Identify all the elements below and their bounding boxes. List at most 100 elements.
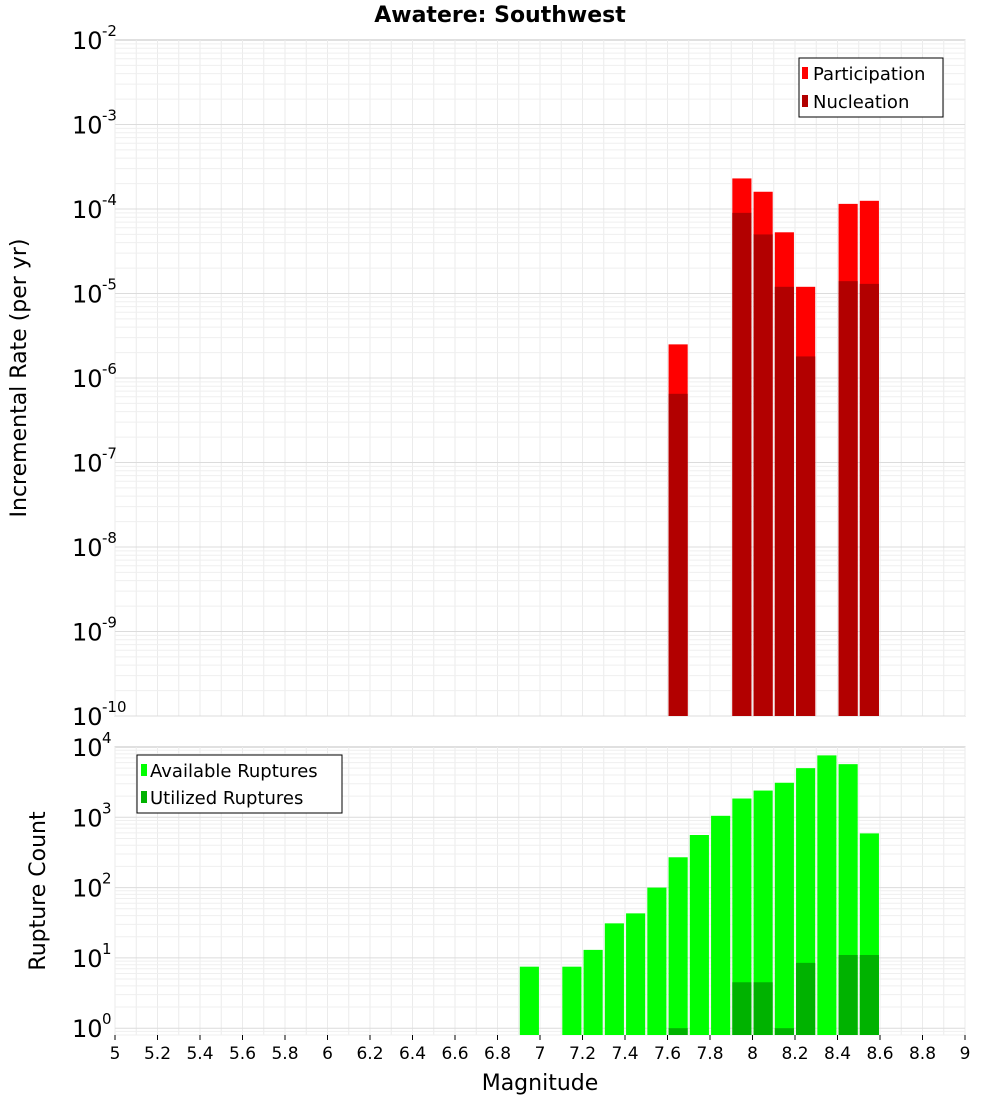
rate-bar-nucleation (668, 393, 688, 716)
utilized-legend-label: Utilized Ruptures (150, 788, 303, 809)
y-tick-exponent: -4 (102, 191, 117, 209)
count-bar-available-ruptures (711, 815, 731, 1035)
x-tick-label: 7.2 (569, 1044, 596, 1064)
x-tick-label: 7.6 (654, 1044, 681, 1064)
x-tick-label: 8.6 (866, 1044, 893, 1064)
count-y-axis-label: Rupture Count (26, 811, 51, 971)
x-tick-label: 8.4 (824, 1044, 851, 1064)
rate-bar-nucleation (838, 281, 858, 716)
y-tick-exponent: 2 (102, 870, 112, 888)
count-bar-available-ruptures (583, 949, 603, 1035)
y-tick-label: 10 (72, 534, 103, 562)
count-bar-available-ruptures (668, 857, 688, 1035)
y-tick-exponent: -8 (102, 529, 117, 547)
x-tick-label: 5 (110, 1044, 121, 1064)
y-tick-label: 10 (72, 945, 103, 973)
count-bar-available-ruptures (647, 887, 667, 1035)
y-tick-exponent: -5 (102, 276, 117, 294)
count-bar-available-ruptures (604, 923, 624, 1035)
x-tick-label: 5.8 (271, 1044, 298, 1064)
y-tick-exponent: -9 (102, 614, 117, 632)
y-tick-label: 10 (72, 619, 103, 647)
available-legend-swatch (141, 764, 147, 776)
x-axis-label: Magnitude (482, 1071, 599, 1096)
x-tick-label: 8.8 (909, 1044, 936, 1064)
rate-y-axis-label: Incremental Rate (per yr) (7, 239, 32, 518)
rate-bars (668, 178, 879, 717)
count-bar-utilized-ruptures (753, 982, 773, 1035)
x-tick-label: 6.2 (356, 1044, 383, 1064)
y-tick-label: 10 (72, 703, 103, 731)
count-bar-available-ruptures (519, 966, 539, 1035)
x-tick-label: 6.6 (441, 1044, 468, 1064)
rate-gridlines (114, 40, 966, 717)
rate-legend: Participation Nucleation (798, 57, 944, 118)
x-tick-label: 5.2 (144, 1044, 171, 1064)
x-tick-label: 6.8 (484, 1044, 511, 1064)
count-bar-utilized-ruptures (774, 1028, 794, 1035)
nucleation-legend-swatch (802, 95, 808, 107)
y-tick-label: 10 (72, 804, 103, 832)
x-tick-label: 6 (322, 1044, 333, 1064)
count-bar-available-ruptures (689, 834, 709, 1035)
x-tick-label: 5.4 (186, 1044, 213, 1064)
count-legend: Available Ruptures Utilized Ruptures (136, 754, 343, 814)
count-bar-utilized-ruptures (732, 982, 752, 1035)
count-bar-utilized-ruptures (859, 954, 879, 1035)
count-legend-box (136, 754, 343, 814)
rate-legend-box (798, 57, 944, 118)
y-tick-label: 10 (72, 875, 103, 903)
count-bar-available-ruptures (817, 755, 837, 1035)
x-tick-label: 8.2 (781, 1044, 808, 1064)
x-tick-label: 5.6 (229, 1044, 256, 1064)
y-tick-exponent: -10 (102, 698, 127, 716)
y-tick-exponent: -3 (102, 107, 117, 125)
count-bar-utilized-ruptures (838, 954, 858, 1035)
y-tick-label: 10 (72, 281, 103, 309)
count-bar-utilized-ruptures (668, 1028, 688, 1035)
nucleation-legend-label: Nucleation (813, 92, 909, 113)
x-tick-label: 6.4 (399, 1044, 426, 1064)
y-tick-label: 10 (72, 196, 103, 224)
x-tick-label: 7 (535, 1044, 546, 1064)
y-tick-label: 10 (72, 112, 103, 140)
count-bar-available-ruptures (732, 798, 752, 1035)
count-bars (519, 755, 879, 1035)
count-bar-available-ruptures (562, 966, 582, 1035)
chart-title: Awatere: Southwest (374, 3, 626, 28)
y-tick-exponent: 4 (102, 729, 112, 747)
y-tick-exponent: 3 (102, 799, 112, 817)
y-tick-exponent: 0 (102, 1010, 112, 1028)
x-axis-ticks: 5 5.2 5.4 5.6 5.8 6 6.2 6.4 6.6 6.8 7 7.2 7.4 7.6 7.8 8… (110, 1035, 971, 1064)
available-legend-label: Available Ruptures (150, 761, 318, 782)
y-tick-label: 10 (72, 27, 103, 55)
x-tick-label: 8 (747, 1044, 758, 1064)
x-tick-label: 7.4 (611, 1044, 638, 1064)
y-tick-label: 10 (72, 450, 103, 478)
rate-bar-nucleation (753, 234, 773, 717)
y-tick-exponent: -7 (102, 445, 117, 463)
x-tick-label: 7.8 (696, 1044, 723, 1064)
participation-legend-swatch (802, 67, 808, 79)
count-bar-available-ruptures (774, 782, 794, 1035)
count-bar-available-ruptures (753, 790, 773, 1035)
y-tick-label: 10 (72, 734, 103, 762)
rate-bar-nucleation (796, 356, 816, 716)
y-tick-label: 10 (72, 365, 103, 393)
rate-bar-nucleation (859, 283, 879, 716)
rate-bar-nucleation (774, 286, 794, 716)
y-tick-exponent: 1 (102, 940, 112, 958)
y-tick-label: 10 (72, 1015, 103, 1043)
count-bar-utilized-ruptures (796, 962, 816, 1035)
y-tick-exponent: -2 (102, 22, 117, 40)
utilized-legend-swatch (141, 791, 147, 803)
x-tick-label: 9 (960, 1044, 971, 1064)
count-bar-available-ruptures (626, 913, 646, 1035)
participation-legend-label: Participation (813, 64, 925, 85)
y-tick-exponent: -6 (102, 360, 117, 378)
